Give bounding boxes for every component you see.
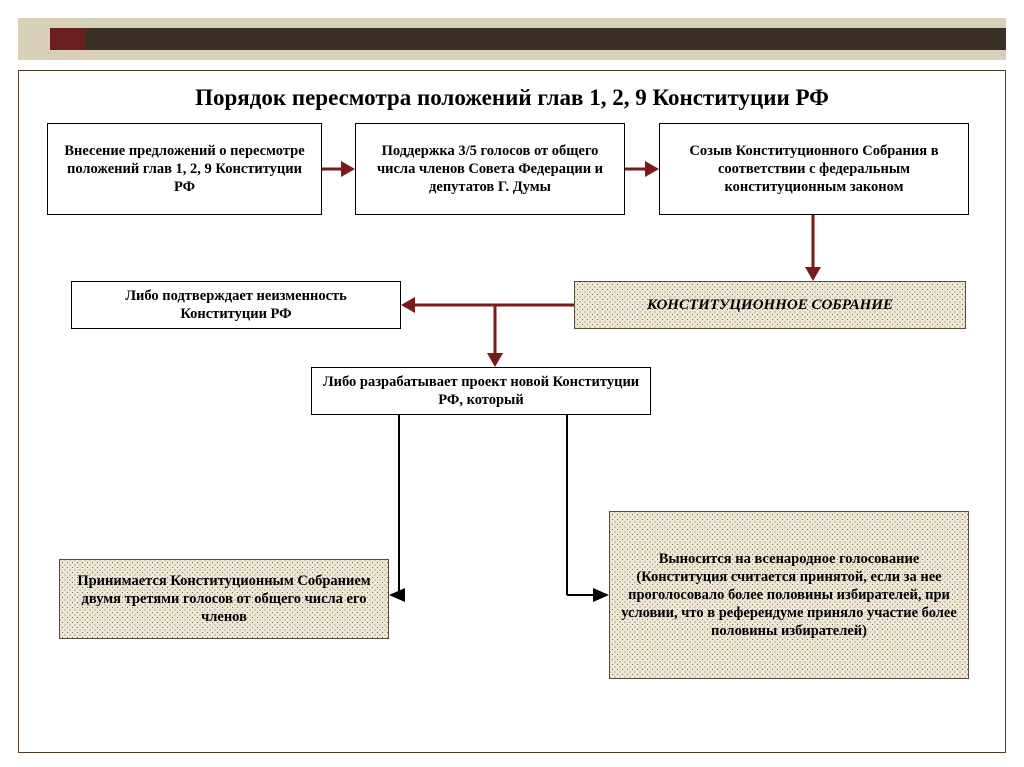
header-accent-dark [86, 28, 1006, 50]
box-referendum: Выносится на всенародное голосование (Ко… [609, 511, 969, 679]
header-accent-red [50, 28, 86, 50]
diagram-title: Порядок пересмотра положений глав 1, 2, … [19, 85, 1005, 111]
box-assembly: КОНСТИТУЦИОННОЕ СОБРАНИЕ [574, 281, 966, 329]
box-confirm: Либо подтверждает неизменность Конституц… [71, 281, 401, 329]
box-propose: Внесение предложений о пересмотре положе… [47, 123, 322, 215]
box-support: Поддержка 3/5 голосов от общего числа чл… [355, 123, 625, 215]
box-adopt: Принимается Конституционным Собранием дв… [59, 559, 389, 639]
box-draft: Либо разрабатывает проект новой Конститу… [311, 367, 651, 415]
diagram-canvas: Порядок пересмотра положений глав 1, 2, … [19, 71, 1005, 752]
content-frame: Порядок пересмотра положений глав 1, 2, … [18, 70, 1006, 753]
header-bar [18, 18, 1006, 60]
box-convene: Созыв Конституционного Собрания в соотве… [659, 123, 969, 215]
